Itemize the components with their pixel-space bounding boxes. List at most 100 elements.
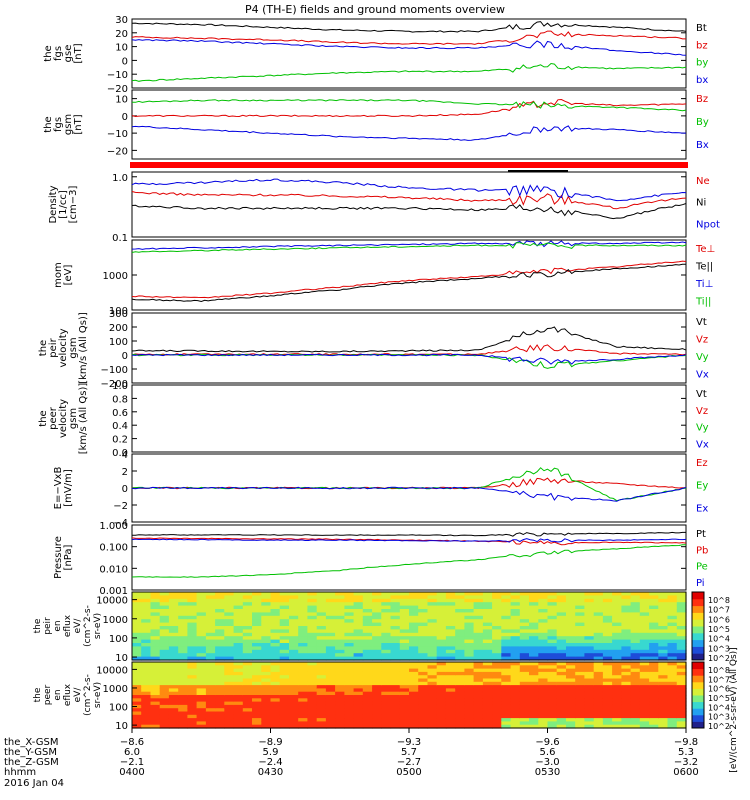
spectrogram-cell — [381, 653, 392, 658]
spectrogram-cell — [667, 598, 678, 603]
colorbar-swatch — [692, 695, 704, 703]
spectrogram-cell — [325, 701, 336, 706]
spectrogram-cell — [455, 675, 465, 680]
spectrogram-cell — [159, 646, 170, 651]
spectrogram-cell — [261, 662, 272, 666]
spectrogram-cell — [362, 711, 373, 716]
spectrogram-cell — [584, 629, 595, 634]
y-tick-label: −20 — [107, 84, 128, 95]
spectrogram-cell — [399, 605, 410, 610]
spectrogram-cell — [335, 639, 345, 644]
spectrogram-cell — [372, 714, 382, 719]
spectrogram-cell — [455, 671, 465, 676]
spectrogram-cell — [196, 665, 207, 670]
spectrogram-cell — [510, 636, 521, 641]
spectrogram-cell — [381, 714, 392, 719]
legend-fgs-gse-bx: bx — [696, 75, 708, 86]
spectrogram-cell — [242, 653, 253, 658]
spectrogram-cell — [270, 592, 281, 596]
spectrogram-cell — [473, 639, 484, 644]
series-fgs-gsm-By — [131, 99, 687, 112]
spectrogram-cell — [445, 643, 456, 647]
spectrogram-cell — [325, 629, 336, 634]
spectrogram-cell — [196, 595, 207, 600]
spectrogram-cell — [473, 632, 484, 637]
spectrogram-cell — [362, 678, 373, 683]
spectrogram-cell — [390, 626, 401, 630]
y-axis-label: mom — [53, 262, 64, 288]
spectrogram-cell — [168, 595, 179, 600]
spectrogram-cell — [270, 671, 281, 676]
spectrogram-cell — [510, 671, 521, 676]
spectrogram-cell — [455, 639, 465, 644]
spectrogram-cell — [325, 653, 336, 658]
spectrogram-cell — [289, 646, 299, 651]
spectrogram-cell — [492, 668, 502, 673]
spectrogram-cell — [630, 629, 641, 634]
spectrogram-cell — [224, 629, 235, 634]
spectrogram-cell — [501, 612, 512, 617]
spectrogram-cell — [381, 671, 392, 676]
spectrogram-cell — [538, 701, 549, 706]
spectrogram-cell — [501, 629, 512, 634]
spectrogram-cell — [279, 653, 290, 658]
spectrogram-cell — [409, 685, 419, 689]
spectrogram-cell — [436, 598, 447, 603]
spectrogram-cell — [464, 639, 475, 644]
spectrogram-cell — [473, 708, 484, 713]
spectrogram-cell — [482, 718, 493, 722]
spectrogram-cell — [325, 636, 336, 641]
spectrogram-cell — [593, 698, 604, 703]
spectrogram-cell — [316, 721, 327, 726]
spectrogram-cell — [575, 643, 585, 647]
spectrogram-cell — [667, 626, 678, 630]
legend-fgs-gse-by: by — [696, 58, 708, 69]
spectrogram-cell — [427, 665, 438, 670]
spectrogram-cell — [307, 671, 318, 676]
spectrogram-cell — [372, 678, 382, 683]
spectrogram-cell — [224, 653, 235, 658]
spectrogram-cell — [630, 714, 641, 719]
spectrogram-cell — [233, 639, 244, 644]
spectrogram-cell — [510, 598, 521, 603]
spectrogram-cell — [612, 704, 622, 709]
spectrogram-cell — [372, 636, 382, 641]
spectrogram-cell — [621, 646, 632, 651]
spectrogram-cell — [575, 701, 585, 706]
spectrogram-cell — [307, 602, 318, 607]
spectrogram-cell — [676, 636, 687, 641]
spectrogram-cell — [455, 695, 465, 699]
spectrogram-cell — [445, 662, 456, 666]
spectrogram-cell — [353, 688, 364, 693]
spectrogram-cell — [399, 649, 410, 654]
series-temperature-Te⊥ — [131, 260, 687, 299]
spectrogram-cell — [150, 615, 161, 620]
spectrogram-cell — [178, 629, 188, 634]
colorbar-tick-label: 10^3 — [708, 644, 730, 653]
spectrogram-cell — [510, 688, 521, 693]
spectrogram-cell — [612, 656, 622, 661]
y-tick-label: 10 — [115, 721, 128, 732]
spectrogram-cell — [455, 718, 465, 722]
spectrogram-cell — [159, 609, 170, 613]
spectrogram-cell — [381, 724, 392, 729]
spectrogram-cell — [639, 688, 650, 693]
spectrogram-cell — [649, 695, 659, 699]
spectrogram-cell — [242, 643, 253, 647]
spectrogram-cell — [178, 708, 188, 713]
spectrogram-cell — [602, 619, 613, 624]
spectrogram-cell — [436, 701, 447, 706]
spectrogram-cell — [612, 619, 622, 624]
spectrogram-cell — [316, 609, 327, 613]
spectrogram-cell — [556, 639, 567, 644]
spectrogram-cell — [482, 665, 493, 670]
spectrogram-cell — [132, 721, 142, 726]
spectrogram-cell — [344, 612, 355, 617]
spectrogram-cell — [492, 665, 502, 670]
spectrogram-cell — [289, 602, 299, 607]
spectrogram-cell — [473, 622, 484, 627]
spectrogram-cell — [409, 615, 419, 620]
spectrogram-cell — [427, 668, 438, 673]
spectrogram-cell — [289, 615, 299, 620]
spectrogram-cell — [215, 592, 225, 596]
